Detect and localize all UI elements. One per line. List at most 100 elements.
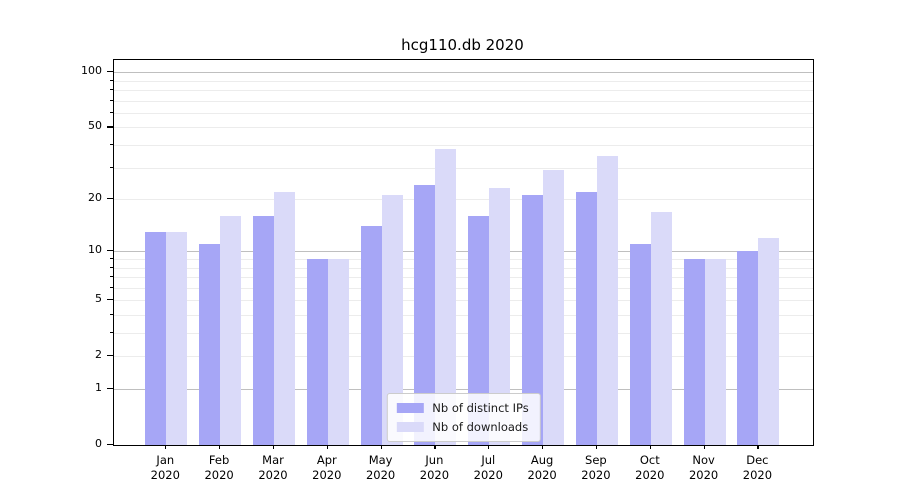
bar-downloads-sep xyxy=(596,155,618,445)
ytick-label-2: 2 xyxy=(95,348,102,362)
bar-downloads-aug xyxy=(543,170,565,445)
xtick-label-apr: Apr 2020 xyxy=(312,453,342,482)
bar-downloads-oct xyxy=(650,211,672,445)
ytick-label-20: 20 xyxy=(88,191,102,205)
bar-distinct_ips-mar xyxy=(253,216,274,445)
bar-distinct_ips-jan xyxy=(145,231,167,445)
gridline-6 xyxy=(114,287,813,289)
legend-swatch-distinct-ips xyxy=(396,403,424,413)
ytick-mark-100 xyxy=(107,71,113,73)
gridline-1 xyxy=(114,389,813,390)
xtick-mark-aug xyxy=(542,445,544,449)
ytick-label-10: 10 xyxy=(88,243,102,257)
plot-area: Nb of distinct IPs Nb of downloads xyxy=(113,59,814,446)
legend-swatch-downloads xyxy=(396,422,424,432)
xtick-label-jan: Jan 2020 xyxy=(150,453,180,482)
xtick-label-may: May 2020 xyxy=(365,453,396,482)
legend-item-distinct-ips: Nb of distinct IPs xyxy=(396,401,529,415)
ytick-mark-20 xyxy=(107,198,113,200)
bar-downloads-jul xyxy=(489,188,511,445)
ytick-label-100: 100 xyxy=(81,64,102,78)
xtick-mark-oct xyxy=(649,445,651,449)
bar-downloads-mar xyxy=(274,191,295,445)
xtick-label-jul: Jul 2020 xyxy=(473,453,503,482)
legend: Nb of distinct IPs Nb of downloads xyxy=(386,393,541,442)
ytick-minor-mark-60 xyxy=(109,111,113,114)
xtick-mark-feb xyxy=(219,445,221,449)
ytick-label-5: 5 xyxy=(95,292,102,306)
xtick-label-aug: Aug 2020 xyxy=(527,453,557,482)
ytick-minor-mark-30 xyxy=(109,166,113,168)
ytick-minor-mark-90 xyxy=(109,79,113,81)
bar-distinct_ips-aug xyxy=(522,195,544,445)
gridline-4 xyxy=(114,315,813,316)
chart-title: hcg110.db 2020 xyxy=(401,36,524,54)
xtick-label-jun: Jun 2020 xyxy=(419,453,450,482)
xtick-mark-nov xyxy=(703,445,705,449)
xtick-label-nov: Nov 2020 xyxy=(688,453,719,482)
bar-distinct_ips-jun xyxy=(414,185,436,445)
xtick-label-dec: Dec 2020 xyxy=(742,453,773,482)
ytick-label-1: 1 xyxy=(95,381,102,394)
ytick-mark-10 xyxy=(107,250,113,252)
bar-downloads-apr xyxy=(327,259,349,445)
gridline-7 xyxy=(114,277,813,278)
gridline-5 xyxy=(114,300,813,302)
xtick-label-oct: Oct 2020 xyxy=(635,453,665,482)
ytick-minor-mark-8 xyxy=(109,266,113,268)
gridline-2 xyxy=(114,356,813,358)
xtick-mark-may xyxy=(380,445,382,449)
gridline-70 xyxy=(114,100,813,102)
ytick-mark-5 xyxy=(107,299,113,301)
xtick-label-sep: Sep 2020 xyxy=(581,453,611,482)
bar-downloads-jan xyxy=(166,231,188,445)
xtick-mark-dec xyxy=(757,445,759,449)
ytick-mark-0 xyxy=(107,444,113,446)
ytick-minor-mark-7 xyxy=(109,276,113,278)
ytick-mark-2 xyxy=(107,355,113,357)
ytick-minor-mark-6 xyxy=(109,286,113,288)
bar-downloads-dec xyxy=(758,237,780,445)
xtick-mark-jun xyxy=(434,445,436,449)
bar-distinct_ips-nov xyxy=(683,259,705,445)
bar-distinct_ips-may xyxy=(360,226,382,445)
bar-downloads-may xyxy=(381,195,403,445)
bar-distinct_ips-dec xyxy=(737,251,759,445)
xtick-label-feb: Feb 2020 xyxy=(204,453,234,482)
xtick-mark-apr xyxy=(326,445,328,449)
xtick-mark-jul xyxy=(488,445,490,449)
legend-label-downloads: Nb of downloads xyxy=(432,420,529,434)
gridline-80 xyxy=(114,90,813,91)
ytick-mark-50 xyxy=(107,126,113,128)
gridline-3 xyxy=(114,333,813,334)
bar-distinct_ips-jul xyxy=(468,216,490,445)
gridline-50 xyxy=(114,127,813,129)
gridline-60 xyxy=(114,112,813,114)
xtick-label-mar: Mar 2020 xyxy=(258,453,288,482)
ytick-minor-mark-9 xyxy=(109,258,113,260)
xtick-mark-mar xyxy=(273,445,275,449)
gridline-8 xyxy=(114,267,813,269)
gridline-90 xyxy=(114,80,813,82)
gridline-20 xyxy=(114,199,813,201)
bar-distinct_ips-oct xyxy=(629,244,651,445)
bar-distinct_ips-apr xyxy=(306,259,328,445)
ytick-mark-1 xyxy=(107,388,113,390)
xtick-mark-sep xyxy=(595,445,598,449)
ytick-minor-mark-40 xyxy=(109,144,113,146)
gridline-9 xyxy=(114,259,813,260)
legend-item-downloads: Nb of downloads xyxy=(396,420,528,434)
ytick-label-50: 50 xyxy=(88,119,102,133)
gridline-10 xyxy=(114,251,813,253)
bar-distinct_ips-sep xyxy=(575,191,597,445)
bar-downloads-feb xyxy=(220,216,242,445)
bar-downloads-nov xyxy=(704,259,726,445)
bar-downloads-jun xyxy=(435,149,457,445)
ytick-minor-mark-80 xyxy=(109,89,113,91)
ytick-minor-mark-70 xyxy=(109,99,113,101)
bar-distinct_ips-feb xyxy=(199,244,221,445)
xtick-mark-jan xyxy=(165,445,167,449)
ytick-minor-mark-4 xyxy=(109,314,113,316)
legend-label-distinct-ips: Nb of distinct IPs xyxy=(432,401,529,415)
